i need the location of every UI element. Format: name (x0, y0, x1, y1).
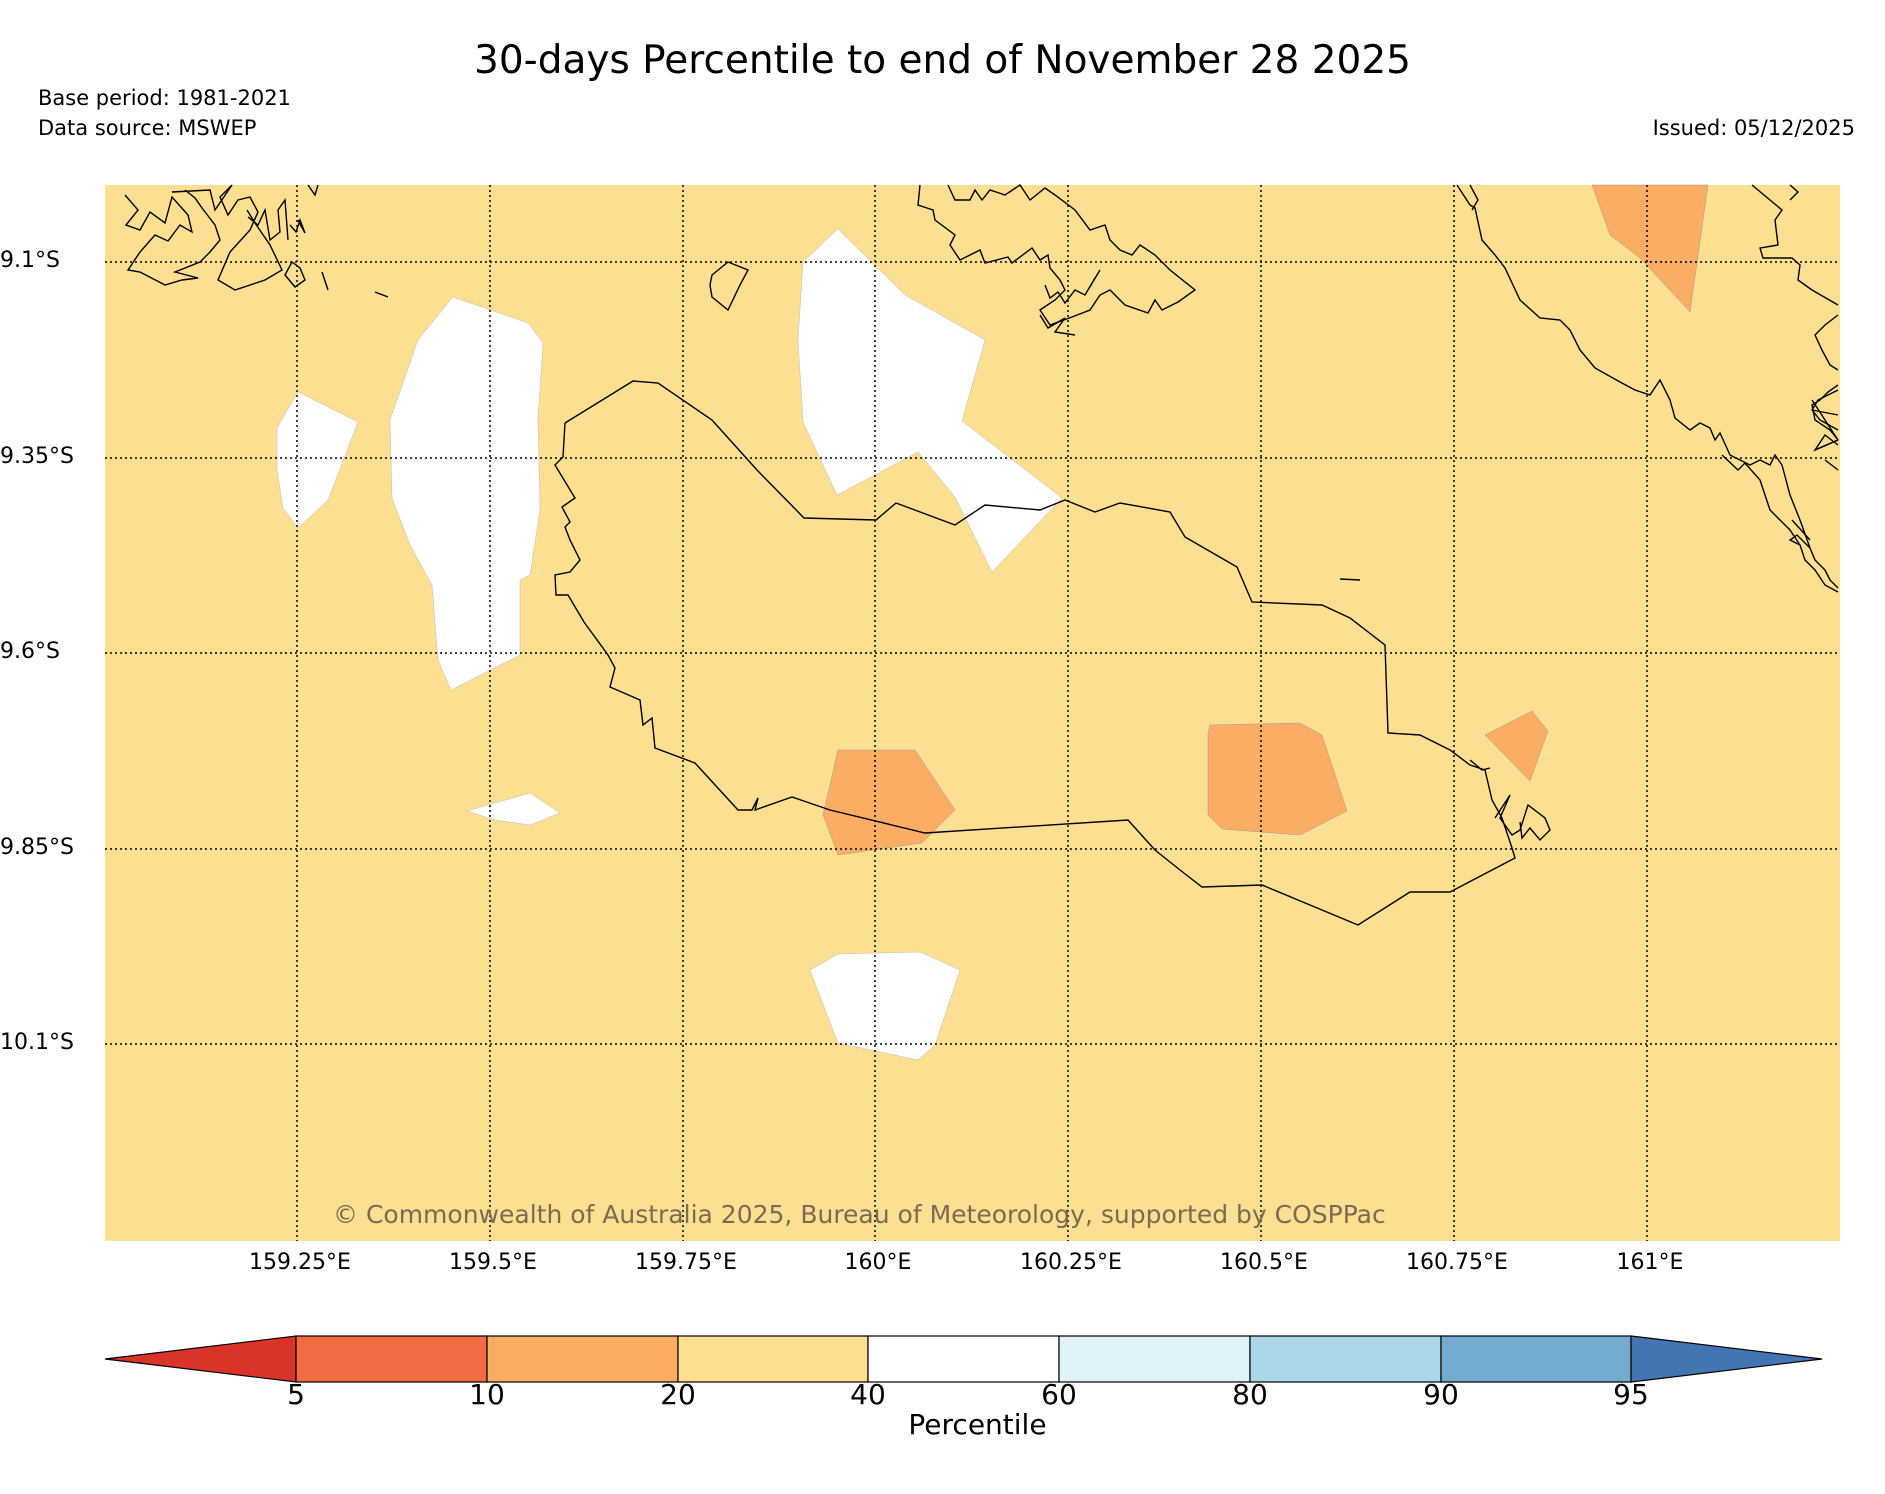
coast-nw-8 (307, 184, 319, 197)
coast-islet-5 (1788, 534, 1811, 549)
colorbar-tick-10: 10 (469, 1378, 505, 1411)
colorbar-segment-10-20 (486, 1335, 679, 1383)
coast-florida-3 (1039, 314, 1076, 336)
base-period-text: Base period: 1981-2021 (38, 86, 291, 110)
coast-islet-2 (1339, 578, 1361, 581)
coast-malaita-8 (1811, 409, 1839, 416)
coast-islet-1 (1791, 519, 1811, 541)
colorbar-segment-below-5 (104, 1335, 297, 1383)
lon-label-159-25: 159.25°E (249, 1250, 351, 1275)
coast-florida-2 (1044, 269, 1101, 305)
lon-label-159-75: 159.75°E (635, 1250, 737, 1275)
lon-label-159-5: 159.5°E (449, 1250, 537, 1275)
gridlines (105, 185, 1840, 1241)
colorbar-tick-90: 90 (1423, 1378, 1459, 1411)
lat-label-9-6: 9.6°S (0, 639, 60, 664)
colorbar-segment-90-95 (1440, 1335, 1632, 1383)
colorbar-segment-5-10 (295, 1335, 488, 1383)
coast-malaita-4 (1789, 184, 1800, 201)
coast-guadalcanal (554, 380, 1516, 926)
colorbar-tick-40: 40 (850, 1378, 886, 1411)
white-patch-big-west (389, 296, 544, 691)
lat-label-9-35: 9.35°S (0, 444, 74, 469)
white-patch-south (809, 951, 961, 1061)
data-source-text: Data source: MSWEP (38, 116, 257, 140)
orange-patch-central (822, 749, 956, 856)
issued-date-text: Issued: 05/12/2025 (1652, 116, 1855, 140)
region-40-60 (276, 228, 1063, 1061)
colorbar-segment-above-95 (1630, 1335, 1823, 1383)
lat-label-9-85: 9.85°S (0, 835, 74, 860)
lat-label-10-1: 10.1°S (0, 1030, 74, 1055)
coast-malaita-3 (1751, 184, 1839, 306)
coast-nw-4 (289, 217, 306, 234)
colorbar-tick-60: 60 (1041, 1378, 1077, 1411)
lon-label-161: 161°E (1616, 1250, 1684, 1275)
colorbar-segment-60-80 (1058, 1335, 1251, 1383)
lon-label-160-5: 160.5°E (1220, 1250, 1308, 1275)
coastlines (124, 184, 1839, 926)
orange-patch-northeast (1591, 184, 1709, 313)
coast-nw-6 (321, 271, 329, 291)
lon-label-160: 160°E (844, 1250, 912, 1275)
colorbar-title: Percentile (908, 1408, 1047, 1441)
colorbar-segment-40-60 (867, 1335, 1060, 1383)
coast-nw-1 (124, 189, 221, 286)
coast-malaita-2 (1469, 184, 1479, 211)
colorbar-tick-20: 20 (660, 1378, 696, 1411)
coast-malaita (1456, 184, 1839, 589)
colorbar-tick-80: 80 (1232, 1378, 1268, 1411)
coast-nw-7 (374, 291, 389, 298)
coast-maramasike (1813, 433, 1839, 471)
lon-label-160-75: 160.75°E (1406, 1250, 1508, 1275)
coast-malaita-6 (1811, 384, 1839, 441)
coast-florida-islands (917, 184, 1197, 326)
coast-islet-4 (1494, 794, 1551, 842)
lon-label-160-25: 160.25°E (1020, 1250, 1122, 1275)
coast-island-small (709, 261, 749, 312)
coast-islet-3 (1469, 759, 1491, 771)
chart-title: 30-days Percentile to end of November 28… (474, 38, 1411, 83)
colorbar (104, 1335, 1823, 1383)
lat-label-9-1: 9.1°S (0, 248, 60, 273)
coast-small-islands (1721, 454, 1839, 593)
orange-patch-far-east (1484, 710, 1549, 782)
region-10-20 (822, 184, 1709, 856)
colorbar-segment-20-40 (677, 1335, 869, 1383)
colorbar-tick-5: 5 (287, 1378, 305, 1411)
colorbar-tick-95: 95 (1613, 1378, 1649, 1411)
coast-nw-5 (284, 260, 306, 288)
orange-patch-east (1207, 722, 1348, 836)
coast-malaita-5 (1814, 314, 1839, 371)
coast-malaita-9 (1811, 399, 1839, 441)
colorbar-segment-80-90 (1249, 1335, 1442, 1383)
coast-nw-3 (247, 197, 289, 242)
white-patch-north-central (797, 228, 1063, 573)
copyright-watermark: © Commonwealth of Australia 2025, Bureau… (333, 1200, 1386, 1229)
